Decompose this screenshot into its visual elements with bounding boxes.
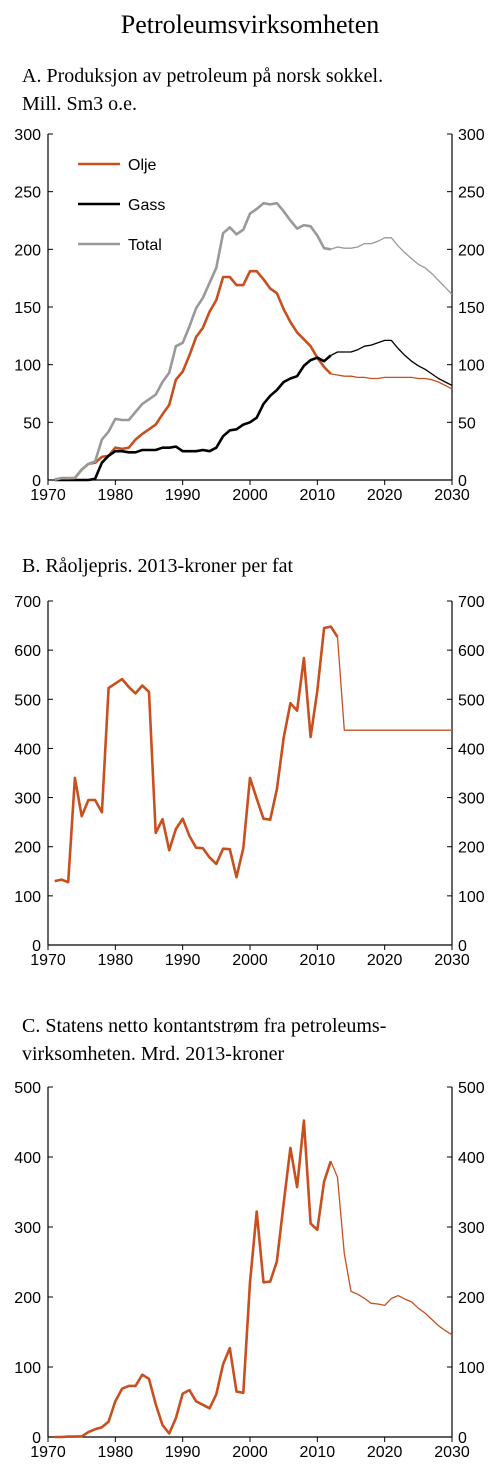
legend-label-olje: Olje [128, 157, 157, 174]
series-olje-line [54, 269, 332, 481]
series-total-forecast [330, 237, 453, 295]
y-tick-label-left: 100 [14, 1360, 41, 1377]
y-tick-label-right: 300 [458, 1220, 485, 1237]
y-tick-label-right: 700 [458, 594, 485, 611]
x-tick-label: 1970 [30, 1444, 66, 1461]
series-series-forecast [336, 636, 452, 731]
series-total-line [54, 201, 332, 481]
y-tick-label-left: 250 [14, 185, 41, 202]
x-tick-label: 2000 [232, 952, 268, 969]
x-tick-label: 2030 [434, 952, 470, 969]
series-olje-forecast [330, 373, 453, 390]
x-tick-label: 1970 [30, 952, 66, 969]
legend-label-total: Total [128, 237, 162, 254]
y-tick-label-right: 200 [458, 840, 485, 857]
panel-c-title: C. Statens netto kontantstrøm fra petrol… [22, 1012, 386, 1068]
y-tick-label-right: 100 [458, 1360, 485, 1377]
x-tick-label: 2010 [300, 487, 336, 504]
x-tick-label: 2020 [367, 487, 403, 504]
y-tick-label-right: 400 [458, 741, 485, 758]
series-gass-line [54, 354, 332, 482]
y-tick-label-left: 400 [14, 1150, 41, 1167]
x-tick-label: 2000 [232, 1444, 268, 1461]
x-tick-label: 2010 [300, 1444, 336, 1461]
y-tick-label-left: 300 [14, 791, 41, 808]
y-tick-label-right: 200 [458, 1290, 485, 1307]
y-tick-label-right: 100 [458, 889, 485, 906]
x-tick-label: 2000 [232, 487, 268, 504]
y-tick-label-left: 200 [14, 242, 41, 259]
y-tick-label-right: 0 [458, 473, 467, 490]
y-tick-label-right: 150 [458, 300, 485, 317]
y-tick-label-left: 50 [23, 415, 41, 432]
y-tick-label-left: 100 [14, 358, 41, 375]
series-series-forecast [330, 1160, 453, 1336]
y-tick-label-right: 200 [458, 242, 485, 259]
series-series-line [54, 625, 339, 884]
chart-production: 0 0 50 50 100 100 150 150 200 200 250 250 300 300 1970… [14, 127, 485, 504]
y-tick-label-left: 600 [14, 643, 41, 660]
series-series-line [54, 1119, 333, 1439]
x-tick-label: 1980 [98, 952, 134, 969]
y-tick-label-left: 300 [14, 127, 41, 144]
y-tick-label-right: 400 [458, 1150, 485, 1167]
y-tick-label-left: 500 [14, 692, 41, 709]
chart-oil-price: 0 0 100 100 200 200 300 300 400 400 500 500 600 600 70… [14, 594, 485, 969]
y-tick-label-left: 150 [14, 300, 41, 317]
legend-label-gass: Gass [128, 197, 165, 214]
x-tick-label: 1990 [165, 1444, 201, 1461]
x-tick-label: 2030 [434, 487, 470, 504]
x-tick-label: 2020 [367, 952, 403, 969]
y-tick-label-right: 0 [458, 938, 467, 955]
chart-net-cashflow: 0 0 100 100 200 200 300 300 400 400 500 500 1970 1980… [14, 1080, 485, 1461]
y-tick-label-right: 300 [458, 791, 485, 808]
series-gass-forecast [330, 339, 453, 386]
page-title: Petroleumsvirksomheten [120, 10, 380, 39]
y-tick-label-right: 500 [458, 692, 485, 709]
y-tick-label-left: 0 [32, 1430, 41, 1447]
y-tick-label-left: 500 [14, 1080, 41, 1097]
y-tick-label-left: 100 [14, 889, 41, 906]
x-tick-label: 1990 [165, 487, 201, 504]
panel-b-title: B. Råoljepris. 2013-kroner per fat [22, 552, 293, 580]
panel-c-title-line-2: virksomheten. Mrd. 2013-kroner [22, 1043, 285, 1065]
y-tick-label-left: 400 [14, 741, 41, 758]
x-tick-label: 1980 [98, 487, 134, 504]
y-tick-label-left: 200 [14, 1290, 41, 1307]
y-tick-label-left: 200 [14, 840, 41, 857]
y-tick-label-left: 0 [32, 473, 41, 490]
y-tick-label-left: 700 [14, 594, 41, 611]
panel-a-title-line-1: A. Produksjon av petroleum på norsk sokk… [22, 65, 384, 87]
panel-b-title-line-1: B. Råoljepris. 2013-kroner per fat [22, 555, 294, 577]
y-tick-label-right: 0 [458, 1430, 467, 1447]
y-tick-label-right: 600 [458, 643, 485, 660]
x-tick-label: 2020 [367, 1444, 403, 1461]
x-tick-label: 1970 [30, 487, 66, 504]
x-tick-label: 2010 [300, 952, 336, 969]
x-tick-label: 1980 [98, 1444, 134, 1461]
y-tick-label-left: 0 [32, 938, 41, 955]
y-tick-label-left: 300 [14, 1220, 41, 1237]
x-tick-label: 1990 [165, 952, 201, 969]
panel-a-title: A. Produksjon av petroleum på norsk sokk… [22, 62, 383, 118]
x-tick-label: 2030 [434, 1444, 470, 1461]
panel-c-title-line-1: C. Statens netto kontantstrøm fra petrol… [22, 1015, 387, 1037]
y-tick-label-right: 50 [458, 415, 476, 432]
y-tick-label-right: 500 [458, 1080, 485, 1097]
y-tick-label-right: 300 [458, 127, 485, 144]
y-tick-label-right: 100 [458, 358, 485, 375]
y-tick-label-right: 250 [458, 185, 485, 202]
panel-a-title-line-2: Mill. Sm3 o.e. [22, 93, 138, 115]
